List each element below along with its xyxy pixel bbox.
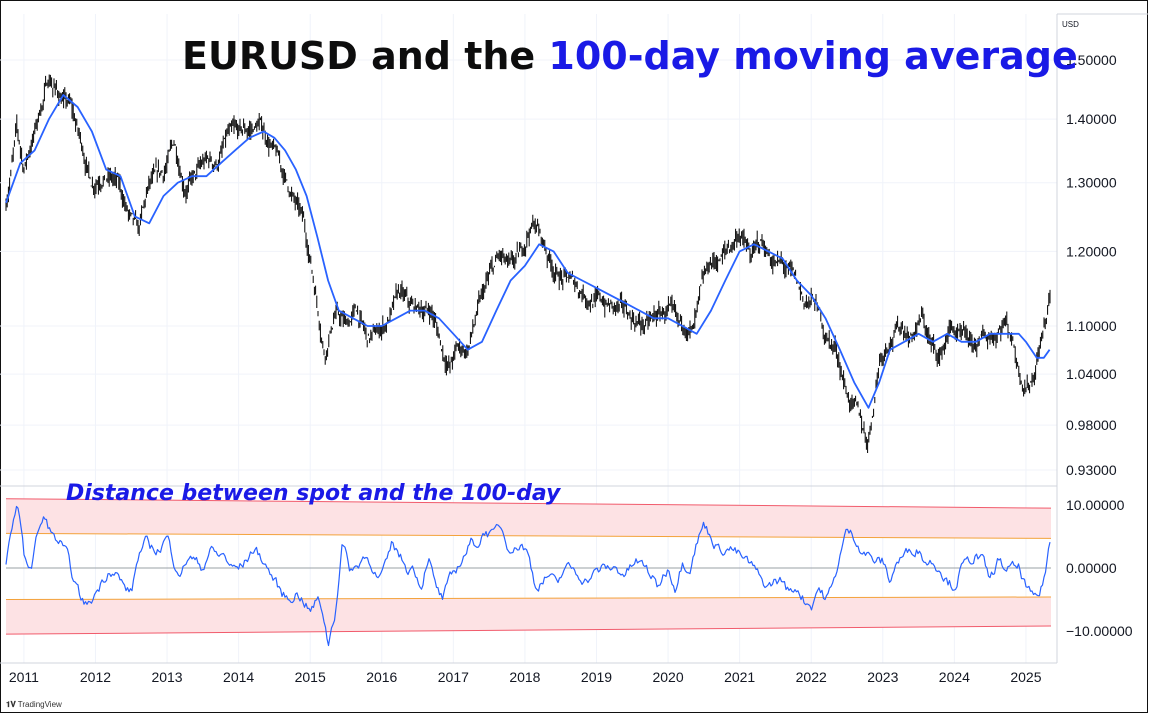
tick-labels: 1.50000 1.40000 1.30000 1.20000 1.10000 1.040…: [9, 52, 1133, 685]
price-bars: [5, 74, 1051, 453]
spot-price-line: [5, 74, 1051, 453]
price-tick-label: 1.40000: [1066, 111, 1117, 127]
distance-line: [5, 505, 1051, 647]
year-tick-label: 2024: [939, 669, 970, 685]
year-tick-label: 2013: [151, 669, 182, 685]
upper-inner-band-line: [5, 532, 1052, 539]
chart-title: EURUSD and the 100-day moving average: [182, 34, 1078, 78]
price-tick-label: 0.98000: [1066, 417, 1117, 433]
year-tick-label: 2011: [9, 669, 39, 685]
tradingview-logo-text: TradingView: [17, 700, 62, 709]
grid: [0, 14, 1057, 663]
price-tick-label: 1.30000: [1066, 175, 1117, 191]
year-tick-label: 2023: [867, 669, 898, 685]
year-tick-label: 2014: [223, 669, 254, 685]
year-tick-label: 2019: [581, 669, 612, 685]
distance-tick-label: 0.00000: [1066, 560, 1117, 576]
year-tick-label: 2012: [80, 669, 111, 685]
year-tick-label: 2021: [724, 669, 755, 685]
price-tick-label: 1.20000: [1066, 243, 1117, 259]
lower-band-fill: [6, 596, 1051, 635]
chart-title-part2: 100-day moving average: [548, 34, 1078, 78]
year-tick-label: 2020: [652, 669, 683, 685]
year-tick-label: 2015: [295, 669, 326, 685]
distance-tick-label: −10.00000: [1066, 623, 1133, 639]
year-tick-label: 2018: [509, 669, 540, 685]
price-tick-label: 0.93000: [1066, 462, 1117, 478]
distance-bands: [5, 498, 1052, 635]
currency-unit-label: USD: [1062, 20, 1079, 29]
lower-outer-band-line: [5, 625, 1052, 635]
year-tick-label: 2016: [366, 669, 397, 685]
lower-inner-band-line: [5, 596, 1052, 600]
tradingview-logo-icon: 𝟏𝐕: [6, 700, 16, 709]
year-tick-label: 2022: [796, 669, 827, 685]
chart-title-part1: EURUSD and the: [182, 34, 549, 78]
indicator-title: Distance between spot and the 100-day: [66, 481, 561, 506]
moving-average-line: [5, 94, 1051, 409]
year-tick-label: 2025: [1010, 669, 1041, 685]
upper-band-fill: [6, 498, 1051, 539]
axes: [0, 13, 1148, 664]
distance-tick-label: 10.00000: [1066, 497, 1125, 513]
price-tick-label: 1.50000: [1066, 52, 1117, 68]
upper-outer-band-line: [5, 498, 1052, 509]
year-tick-label: 2017: [438, 669, 469, 685]
price-tick-label: 1.04000: [1066, 366, 1117, 382]
series: [5, 74, 1051, 647]
price-tick-label: 1.10000: [1066, 318, 1117, 334]
tradingview-logo[interactable]: 𝟏𝐕 TradingView: [6, 700, 62, 710]
